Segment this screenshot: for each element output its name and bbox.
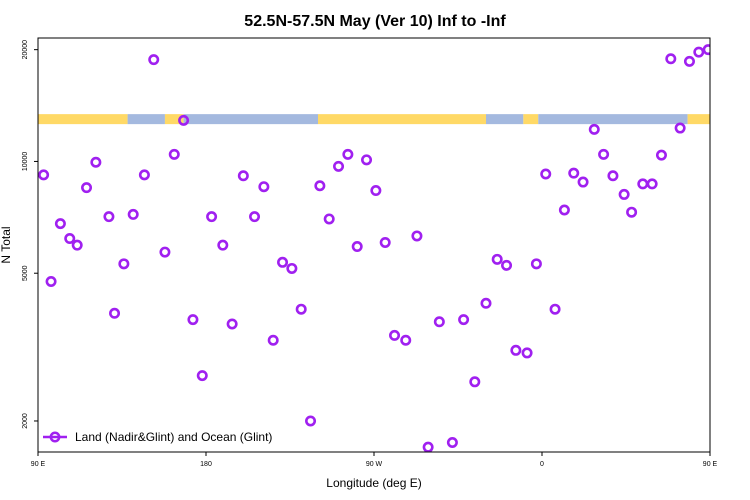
y-axis-label: N Total [0, 226, 13, 263]
band-segment-land [318, 114, 486, 125]
band-segment-ocean [538, 114, 688, 125]
y-tick-label: 2000 [22, 413, 29, 429]
y-tick-label: 10000 [22, 152, 29, 172]
data-point [389, 329, 401, 341]
data-point [521, 347, 533, 359]
data-point [422, 441, 434, 452]
data-point [45, 275, 57, 287]
data-point [295, 303, 307, 315]
data-point [187, 314, 199, 326]
y-tick-label: 20000 [22, 40, 29, 60]
band-segment-ocean [183, 114, 318, 125]
x-axis-label: Longitude (deg E) [326, 476, 421, 490]
data-point [458, 314, 470, 326]
data-point [607, 170, 619, 182]
data-point [54, 218, 66, 230]
data-point [491, 253, 503, 265]
data-point [400, 334, 412, 346]
surface-type-band [38, 114, 710, 125]
data-point [577, 176, 589, 188]
data-point [127, 208, 139, 220]
data-point [64, 233, 76, 245]
data-point [549, 303, 561, 315]
data-point [558, 204, 570, 216]
data-point [370, 185, 382, 197]
data-point [249, 211, 261, 223]
x-axis-ticks: 90 E 180 90 W 0 90 E [31, 452, 718, 468]
data-point [433, 316, 445, 328]
data-point [71, 239, 83, 251]
x-tick-label: 90 W [366, 461, 383, 468]
data-point [206, 211, 218, 223]
data-point [693, 46, 705, 58]
data-point [148, 54, 160, 66]
data-point [683, 55, 695, 67]
data-point [626, 206, 638, 218]
data-point [90, 156, 102, 168]
y-axis-ticks: 2000 5000 10000 20000 [22, 40, 38, 429]
data-point [540, 168, 552, 180]
data-point [655, 149, 667, 161]
data-point [342, 148, 354, 160]
data-point [217, 239, 229, 251]
data-point [286, 262, 298, 274]
band-segment-ocean [486, 114, 524, 125]
data-point [38, 169, 50, 181]
data-point [237, 170, 249, 182]
data-point [168, 148, 180, 160]
data-point [267, 334, 279, 346]
data-point [305, 415, 317, 427]
x-tick-label: 180 [200, 461, 212, 468]
chart-title: 52.5N-57.5N May (Ver 10) Inf to -Inf [244, 13, 506, 30]
band-segment-land [164, 114, 184, 125]
data-point [446, 437, 458, 449]
data-point [411, 230, 423, 242]
data-point [333, 160, 345, 172]
data-points [38, 44, 710, 452]
data-point [674, 122, 686, 134]
x-tick-label: 90 E [703, 461, 718, 468]
legend-marker [49, 431, 61, 443]
data-point [81, 182, 93, 194]
data-point [277, 256, 289, 268]
data-point [469, 376, 481, 388]
data-point [196, 370, 208, 382]
data-point [568, 167, 580, 179]
data-point [109, 307, 121, 319]
plot-frame [37, 37, 711, 453]
data-point [258, 181, 270, 193]
y-tick-label: 5000 [22, 265, 29, 281]
data-point [159, 246, 171, 258]
data-point [138, 169, 150, 181]
data-point [480, 297, 492, 309]
band-segment-land [523, 114, 539, 125]
band-segment-land [38, 114, 128, 125]
data-point [646, 178, 658, 190]
band-segment-ocean [127, 114, 165, 125]
x-tick-label: 90 E [31, 461, 46, 468]
legend-label: Land (Nadir&Glint) and Ocean (Glint) [75, 430, 272, 444]
data-point [588, 123, 600, 135]
x-tick-label: 0 [540, 461, 544, 468]
data-point [501, 259, 513, 271]
data-point [379, 236, 391, 248]
data-point [323, 213, 335, 225]
data-point [118, 258, 130, 270]
data-point [178, 114, 190, 126]
data-point [103, 211, 115, 223]
legend: Land (Nadir&Glint) and Ocean (Glint) [43, 430, 272, 444]
data-point [314, 180, 326, 192]
data-point [226, 318, 238, 330]
data-point [618, 188, 630, 200]
data-point [351, 241, 363, 253]
data-point [510, 344, 522, 356]
data-point [665, 53, 677, 65]
data-point [361, 154, 373, 166]
data-point [598, 148, 610, 160]
band-segment-land [687, 114, 710, 125]
data-point [702, 44, 710, 56]
data-point [530, 258, 542, 270]
